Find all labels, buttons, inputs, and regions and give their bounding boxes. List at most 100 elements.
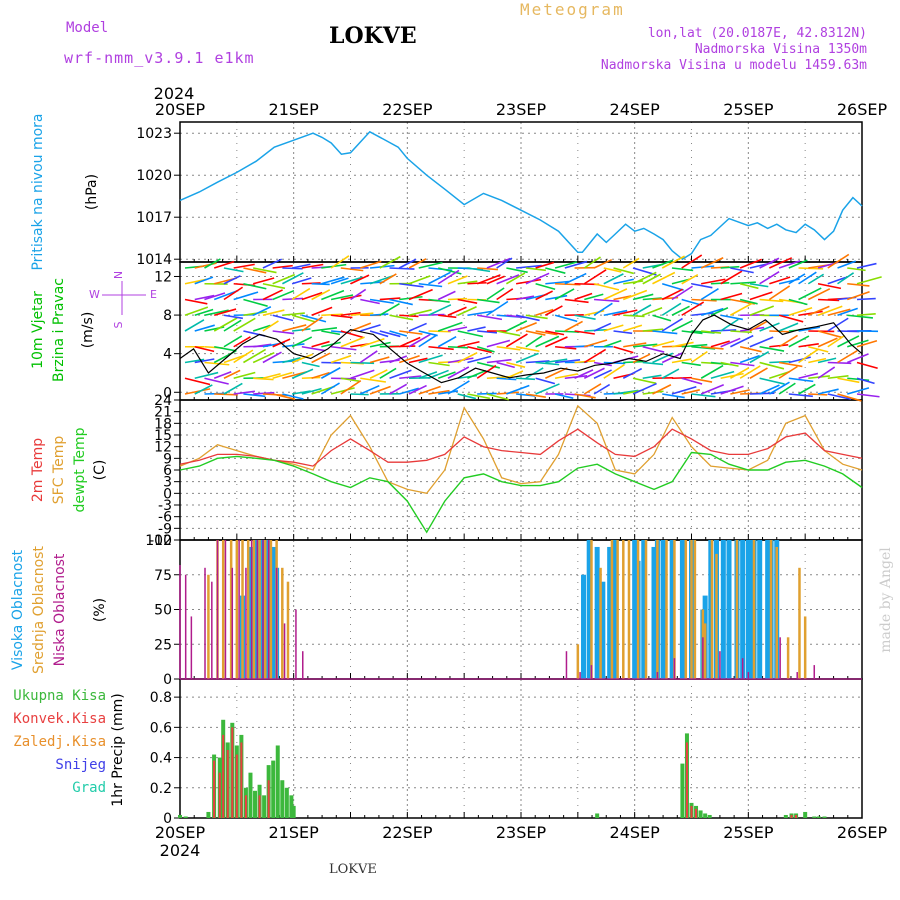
wind-barb bbox=[223, 267, 244, 273]
wind-barb bbox=[730, 361, 755, 367]
precip-total-bar bbox=[206, 811, 211, 818]
cloud-mid-bar bbox=[703, 623, 707, 679]
wind-barb bbox=[593, 298, 620, 303]
wind-barb bbox=[301, 361, 320, 368]
y-tick-label: 0 bbox=[163, 385, 172, 401]
precip-total-bar bbox=[680, 763, 685, 818]
wind-barb bbox=[671, 285, 693, 301]
compass-n: N bbox=[112, 271, 125, 279]
wind-barb bbox=[320, 382, 340, 395]
cloud-low-bar bbox=[302, 651, 304, 679]
wind-barb bbox=[525, 267, 547, 272]
wind-barb bbox=[603, 273, 624, 285]
wind-barb bbox=[360, 298, 380, 305]
wind-barb bbox=[710, 340, 730, 348]
precip-convective-bar bbox=[244, 795, 247, 818]
cloud-mid-bar bbox=[673, 540, 676, 679]
cloud-low-bar bbox=[796, 672, 798, 679]
wind-barb bbox=[817, 388, 839, 395]
cloud-low-bar bbox=[267, 540, 270, 679]
wind-barb bbox=[603, 267, 622, 273]
wind-barb bbox=[476, 361, 500, 369]
wind-barb bbox=[428, 389, 450, 395]
wind-barb bbox=[739, 258, 762, 269]
wind-barb bbox=[623, 280, 644, 285]
cloud-mid-bar bbox=[775, 546, 778, 679]
precip-convective-bar bbox=[267, 780, 270, 818]
wind-barb bbox=[321, 341, 341, 348]
wind-barb bbox=[350, 369, 375, 380]
wind-barb bbox=[759, 345, 785, 352]
wind-barb bbox=[194, 308, 214, 317]
precip-convective-bar bbox=[218, 772, 221, 818]
wind-barb bbox=[525, 272, 550, 285]
cloud-mid-bar bbox=[229, 540, 233, 679]
wind-barb bbox=[720, 270, 743, 285]
y-tick-label: -12 bbox=[149, 533, 172, 549]
wind-barb bbox=[778, 361, 803, 368]
wind-barb bbox=[369, 369, 388, 379]
wind-barb bbox=[194, 371, 219, 380]
wind-barb bbox=[350, 393, 369, 396]
wind-barb bbox=[555, 345, 577, 350]
wind-barb bbox=[204, 361, 230, 366]
wind-barb bbox=[661, 302, 682, 316]
wind-barb bbox=[652, 384, 672, 395]
wind-barb bbox=[515, 352, 539, 364]
wind-barb bbox=[788, 335, 810, 348]
wind-barb bbox=[360, 377, 387, 383]
cloud-low-bar bbox=[216, 540, 219, 679]
wind-barb bbox=[778, 334, 798, 348]
wind-barb bbox=[808, 357, 827, 364]
wind-barb bbox=[350, 288, 367, 301]
wind-barb bbox=[408, 258, 427, 269]
wind-barb bbox=[360, 324, 381, 332]
dewpt-line bbox=[179, 451, 863, 534]
wind-barb bbox=[301, 316, 323, 332]
cloud-mid-bar bbox=[576, 644, 580, 679]
wind-barb bbox=[807, 305, 830, 316]
wind-barb bbox=[700, 287, 719, 301]
cloud-low-bar bbox=[190, 616, 193, 679]
precip-legend-4: Grad bbox=[72, 780, 106, 796]
wind-barb bbox=[545, 330, 565, 336]
wind-barb bbox=[438, 390, 459, 395]
wind-barb bbox=[661, 282, 684, 291]
wind-barb bbox=[798, 372, 819, 380]
wind-barb bbox=[525, 330, 546, 336]
wind-barb bbox=[535, 377, 556, 385]
y-tick-label: 0 bbox=[163, 486, 172, 502]
wind-barb bbox=[213, 308, 237, 317]
wind-barb bbox=[681, 389, 700, 395]
wind-barb bbox=[710, 329, 737, 332]
wind-barb bbox=[389, 298, 413, 306]
wind-barb bbox=[184, 306, 209, 317]
wind-barb bbox=[730, 267, 754, 274]
wind-barb bbox=[223, 319, 242, 332]
wind-barb bbox=[720, 372, 744, 380]
wind-barb bbox=[331, 314, 353, 319]
wind-barb bbox=[477, 314, 503, 321]
wind-barb bbox=[545, 280, 569, 285]
wind-barb bbox=[759, 257, 780, 269]
precip-total-bar bbox=[698, 810, 703, 818]
wind-barb bbox=[778, 365, 798, 379]
wind-barb bbox=[262, 289, 283, 301]
temp-axis-name-1: SFC Temp bbox=[51, 436, 67, 505]
wind-barb bbox=[778, 260, 801, 269]
wind-barb bbox=[447, 297, 468, 301]
wind-barb bbox=[457, 340, 480, 348]
wind-barb bbox=[223, 314, 244, 320]
wind-barb bbox=[671, 278, 690, 285]
cloud-mid-bar bbox=[656, 540, 659, 679]
wind-barb bbox=[243, 282, 267, 290]
wind-barb bbox=[359, 384, 380, 395]
wind-barb bbox=[399, 330, 423, 335]
cloud-mid-bar bbox=[258, 540, 261, 679]
wind-barb bbox=[593, 302, 613, 316]
precip-total-bar bbox=[253, 790, 258, 818]
cloud-mid-bar bbox=[616, 540, 619, 679]
wind-barb bbox=[437, 335, 457, 348]
wind-barb bbox=[788, 259, 808, 269]
wind-barb bbox=[408, 384, 427, 395]
